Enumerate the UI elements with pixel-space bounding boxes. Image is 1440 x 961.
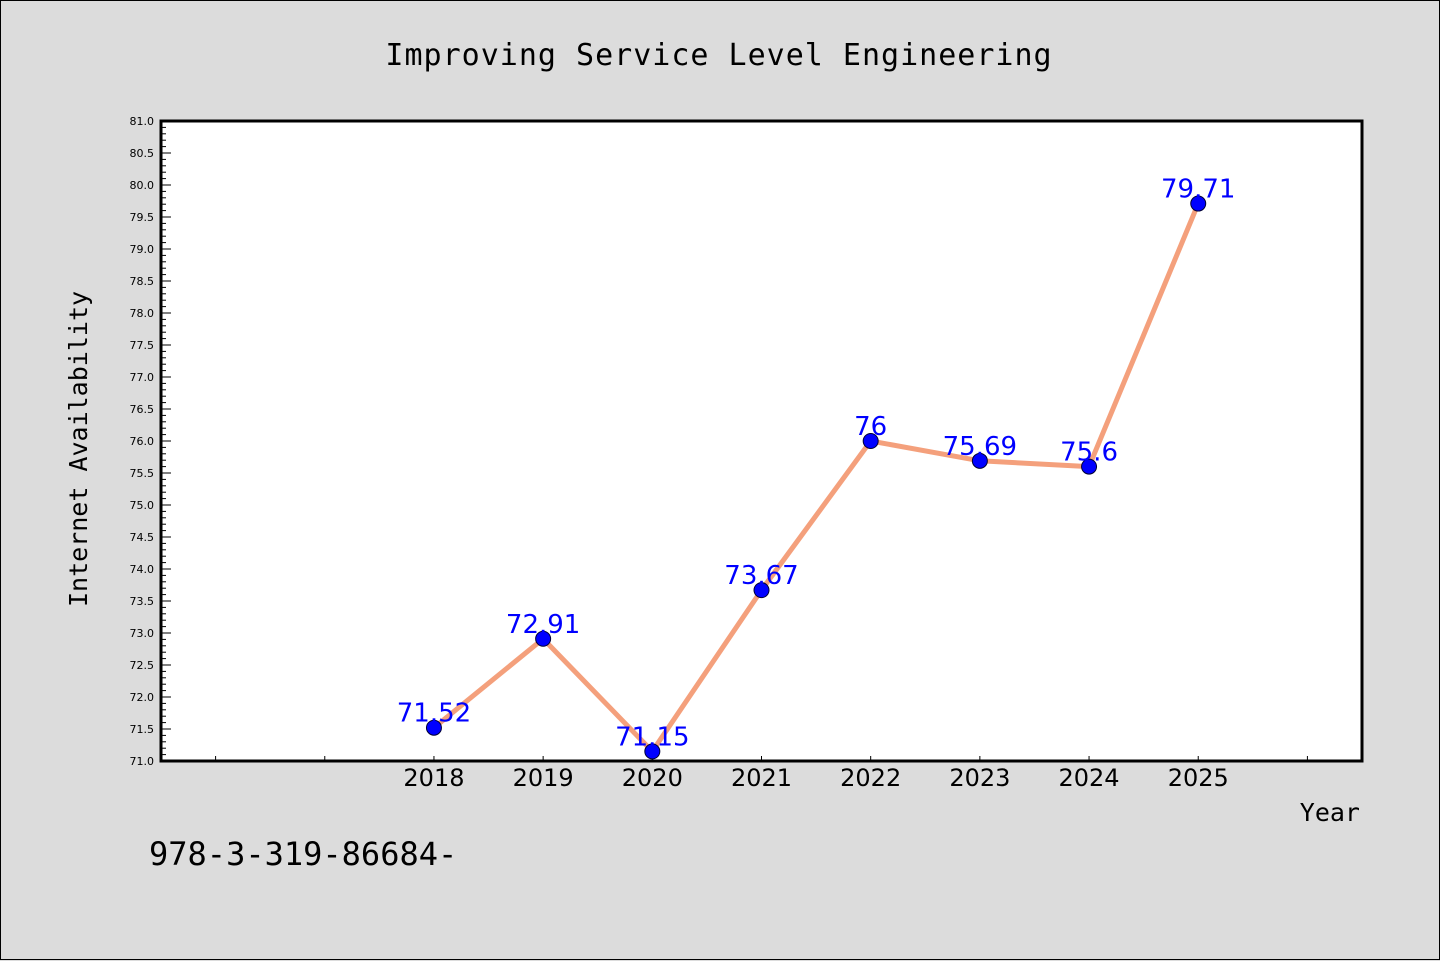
y-tick-label: 74.0	[130, 563, 155, 576]
data-label: 75.69	[943, 432, 1017, 462]
y-axis-label: Internet Availability	[64, 291, 93, 607]
data-point	[644, 743, 661, 760]
y-tick-label: 79.0	[130, 243, 155, 256]
y-tick-label: 79.5	[130, 211, 155, 224]
data-label: 72.91	[506, 610, 580, 640]
y-tick-label: 71.0	[130, 755, 155, 768]
y-tick-label: 78.5	[130, 275, 155, 288]
y-tick-label: 80.0	[130, 179, 155, 192]
footer-identifier: 978-3-319-86684-	[149, 835, 457, 873]
y-tick-label: 76.0	[130, 435, 155, 448]
y-axis-ticks: 71.0 71.5 72.0 72.5 73.0 73.5 74.0 74.5 75.0 75.5…	[130, 115, 171, 768]
data-point	[753, 582, 770, 599]
y-tick-label: 71.5	[130, 723, 155, 736]
data-point	[1190, 195, 1207, 212]
y-tick-label: 74.5	[130, 531, 155, 544]
data-label: 76	[854, 412, 887, 442]
data-label: 75.6	[1060, 438, 1118, 468]
data-label: 79.71	[1161, 175, 1235, 205]
x-axis-label: Year	[1300, 798, 1360, 827]
x-tick-label: 2020	[622, 764, 683, 792]
y-tick-label: 81.0	[130, 115, 155, 128]
data-point	[862, 433, 879, 449]
data-point	[971, 452, 988, 469]
chart-title: Improving Service Level Engineering	[385, 38, 1052, 73]
plot-area	[159, 119, 1364, 763]
y-tick-label: 75.5	[130, 467, 155, 480]
y-tick-label: 73.0	[130, 627, 155, 640]
y-tick-label: 80.5	[130, 147, 155, 160]
y-tick-label: 75.0	[130, 499, 155, 512]
x-tick-label: 2019	[513, 764, 574, 792]
data-point	[535, 630, 552, 647]
y-tick-label: 72.5	[130, 659, 155, 672]
series-layer: 71.52 72.91 71.15 73.67 76 75.69 75.6 79.71	[397, 175, 1235, 760]
data-point	[1081, 458, 1098, 475]
x-tick-label: 2022	[840, 764, 901, 792]
y-tick-label: 78.0	[130, 307, 155, 320]
y-tick-label: 73.5	[130, 595, 155, 608]
y-tick-label: 76.5	[130, 403, 155, 416]
data-label: 71.15	[615, 722, 689, 752]
series-line	[431, 201, 1201, 754]
x-axis-ticks: 2018 2019 2020 2021 2022 2023 2024 2025	[215, 756, 1308, 792]
x-tick-label: 2018	[403, 764, 464, 792]
y-tick-label: 77.5	[130, 339, 155, 352]
y-tick-label: 72.0	[130, 691, 155, 704]
data-label: 73.67	[724, 561, 798, 591]
x-tick-label: 2023	[949, 764, 1010, 792]
data-label: 71.52	[397, 699, 471, 729]
y-tick-label: 77.0	[130, 371, 155, 384]
x-tick-label: 2025	[1168, 764, 1229, 792]
x-tick-label: 2024	[1059, 764, 1120, 792]
x-tick-label: 2021	[731, 764, 792, 792]
data-point	[425, 719, 442, 736]
